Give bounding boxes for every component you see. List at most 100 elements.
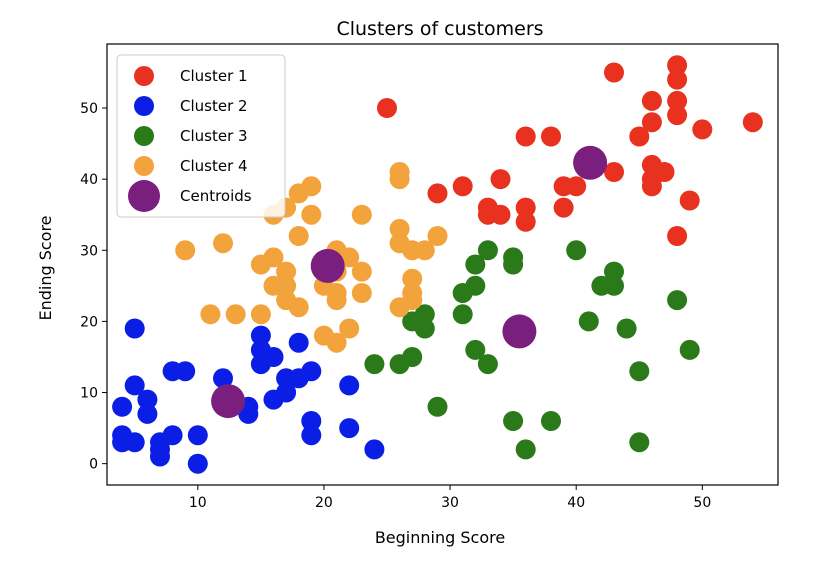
cluster-3-point (566, 240, 587, 261)
legend-marker (134, 96, 154, 116)
cluster-4-point (351, 204, 372, 225)
cluster-4-point (288, 297, 309, 318)
legend-label: Cluster 2 (180, 97, 248, 115)
cluster-4-point (276, 275, 297, 296)
cluster-4-point (402, 268, 423, 289)
cluster-2-point (124, 318, 145, 339)
cluster-1-point (490, 204, 511, 225)
y-tick-label: 50 (80, 101, 98, 117)
cluster-2-point (187, 425, 208, 446)
x-tick-label: 20 (315, 495, 333, 511)
y-tick-label: 40 (80, 172, 98, 188)
cluster-3-point (389, 354, 410, 375)
cluster-2-point (187, 453, 208, 474)
cluster-2-point (339, 418, 360, 439)
cluster-3-point (427, 396, 448, 417)
cluster-3-point (616, 318, 637, 339)
legend-label: Cluster 1 (180, 67, 248, 85)
cluster-1-point (604, 62, 624, 83)
cluster-2-point (263, 389, 284, 410)
legend-label: Cluster 3 (180, 127, 248, 145)
legend-label: Centroids (180, 187, 252, 205)
cluster-3-point (629, 361, 650, 382)
cluster-2-point (301, 425, 322, 446)
cluster-1-point (553, 197, 574, 218)
cluster-4-point (326, 332, 347, 353)
cluster-1-point (692, 119, 713, 140)
cluster-2-point (150, 446, 170, 467)
cluster-3-point (503, 254, 524, 275)
cluster-4-point (288, 226, 309, 246)
cluster-2-point (250, 325, 271, 346)
cluster-3-point (679, 339, 700, 360)
cluster-2-point (288, 332, 309, 353)
centroid-point (573, 145, 608, 180)
cluster-4-point (175, 240, 196, 261)
cluster-1-point (515, 211, 536, 232)
cluster-4-point (250, 254, 271, 275)
cluster-1-point (377, 98, 397, 118)
cluster-1-point (667, 226, 688, 246)
cluster-1-point (541, 126, 561, 147)
cluster-3-point (364, 354, 385, 375)
cluster-1-point (629, 126, 650, 147)
cluster-1-point (452, 176, 473, 197)
cluster-2-point (288, 368, 309, 389)
cluster-4-point (301, 204, 322, 225)
legend-marker (128, 180, 160, 212)
cluster-1-point (490, 169, 511, 190)
cluster-4-point (326, 290, 347, 311)
cluster-3-point (578, 311, 599, 332)
cluster-2-point (137, 403, 158, 424)
y-tick-label: 30 (80, 243, 98, 259)
cluster-3-point (629, 432, 650, 453)
cluster-1-point (604, 162, 624, 182)
cluster-4-point (301, 176, 322, 197)
legend-marker (134, 126, 154, 146)
legend-box (116, 54, 286, 218)
legend-label: Cluster 4 (180, 157, 248, 175)
cluster-2-point (301, 411, 322, 431)
cluster-1-point (667, 105, 688, 126)
cluster-1-point (641, 112, 662, 133)
cluster-1-point (427, 183, 448, 204)
cluster-1-point (641, 176, 662, 197)
cluster-2-point (213, 368, 233, 389)
plot-frame (106, 43, 779, 486)
cluster-1-point (515, 197, 536, 218)
centroid-point (502, 314, 537, 349)
cluster-3-point (465, 339, 486, 360)
cluster-4-point (402, 290, 423, 311)
cluster-4-point (427, 226, 448, 246)
cluster-4-point (276, 261, 297, 282)
cluster-3-point (465, 254, 486, 275)
legend-marker (134, 156, 154, 176)
y-axis-label: Ending Score (36, 215, 55, 320)
cluster-2-point (339, 375, 360, 396)
cluster-3-point (591, 275, 612, 296)
cluster-2-point (112, 396, 133, 417)
cluster-1-point (515, 126, 536, 147)
cluster-4-point (200, 304, 221, 325)
y-tick-label: 20 (80, 314, 98, 330)
cluster-4-point (351, 283, 372, 303)
cluster-3-point (452, 304, 473, 325)
cluster-3-point (477, 354, 498, 375)
cluster-4-point (225, 304, 246, 325)
cluster-4-point (339, 318, 360, 339)
cluster-2-point (137, 389, 158, 410)
centroid-point (211, 384, 246, 419)
cluster-3-point (667, 290, 688, 311)
y-tick-label: 0 (89, 457, 98, 473)
cluster-2-point (250, 354, 271, 375)
cluster-2-point (238, 403, 259, 424)
cluster-4-point (250, 304, 271, 325)
cluster-1-point (667, 69, 688, 90)
x-tick-label: 50 (693, 495, 711, 511)
cluster-1-point (679, 190, 700, 211)
cluster-4-point (389, 218, 410, 239)
x-tick-label: 40 (567, 495, 585, 511)
cluster-4-point (389, 169, 410, 190)
cluster-4-point (213, 233, 233, 254)
cluster-2-point (124, 432, 145, 453)
